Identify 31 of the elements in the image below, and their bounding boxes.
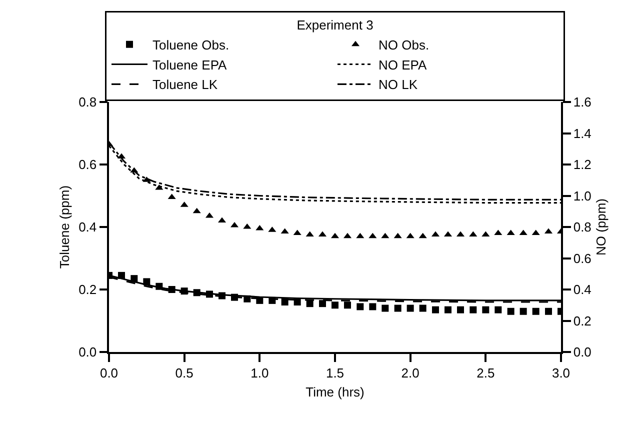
y2-tick-label: 1.2 <box>573 157 592 172</box>
legend-label: NO EPA <box>378 57 427 72</box>
legend-label: Toluene LK <box>152 77 218 92</box>
y2-tick-label: 1.6 <box>573 94 592 110</box>
x-tick-label: 0.0 <box>100 365 118 380</box>
y2-tick-label: 0.2 <box>573 313 592 328</box>
y-tick-label: 0.4 <box>78 220 97 235</box>
y2-tick-label: 1.0 <box>573 188 592 204</box>
y-tick-label: 0.0 <box>78 344 97 360</box>
x-tick-label: 1.5 <box>326 365 344 380</box>
x-tick-label: 2.5 <box>476 365 495 380</box>
y-tick-label: 0.8 <box>78 94 97 110</box>
y-tick-label: 0.6 <box>78 157 97 172</box>
x-tick-label: 0.5 <box>175 365 194 380</box>
x-tick-label: 1.0 <box>250 365 269 380</box>
y-axis-title: Toluene (ppm) <box>57 185 72 269</box>
legend-title: Experiment 3 <box>296 17 374 32</box>
legend-label: Toluene Obs. <box>152 37 230 52</box>
x-tick-label: 3.0 <box>552 365 570 380</box>
y2-tick-label: 1.4 <box>573 126 592 141</box>
y-tick-label: 0.2 <box>78 282 97 298</box>
y2-tick-label: 0.0 <box>573 344 592 360</box>
legend-label: NO Obs. <box>378 37 430 52</box>
legend-label: NO LK <box>378 77 418 92</box>
x-tick-label: 2.0 <box>401 365 420 380</box>
y2-axis-title: NO (ppm) <box>594 198 609 256</box>
y2-tick-label: 0.4 <box>573 282 592 298</box>
y2-tick-label: 0.6 <box>573 250 592 266</box>
y2-tick-label: 0.8 <box>573 220 592 235</box>
legend-label: Toluene EPA <box>152 57 228 72</box>
x-axis-title: Time (hrs) <box>306 384 364 400</box>
